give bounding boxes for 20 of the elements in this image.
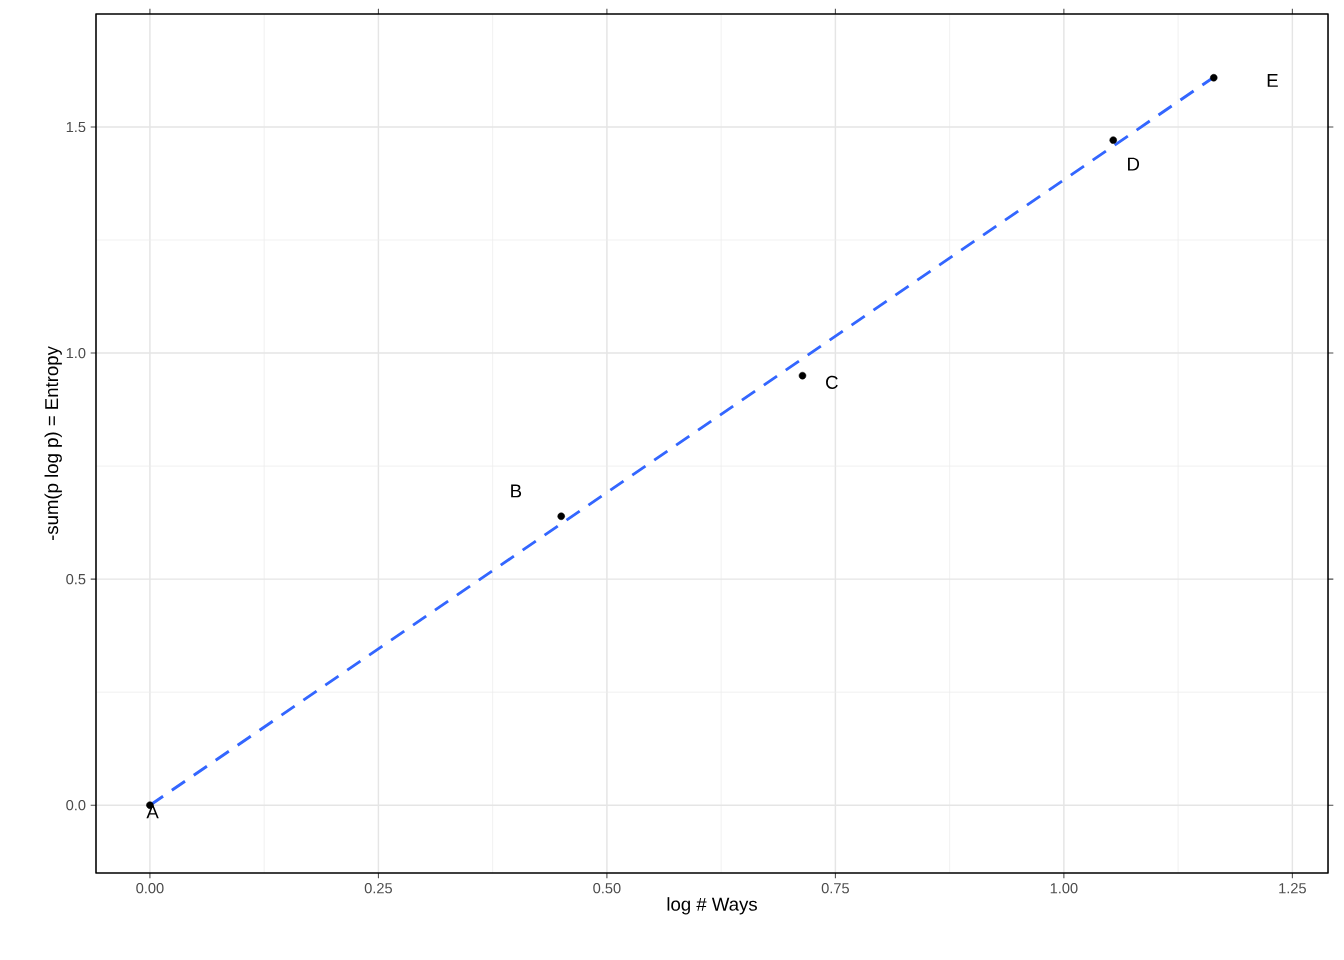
y-tick-label: 0.5 [66,573,86,585]
annotation: C [826,375,838,389]
y-axis-title: -sum(p log p) = Entropy [44,346,62,541]
point [1109,136,1117,144]
x-tick-label: 1.25 [1279,883,1306,894]
annotation: D [1128,157,1140,171]
x-tick-label: 0.25 [364,883,392,894]
annotation: E [1267,74,1278,87]
x-tick-label: 0.00 [136,883,164,894]
x-axis-title: log # Ways [667,897,757,915]
y-tick-label: 1.5 [66,121,86,133]
annotation: B [511,484,522,498]
point [798,371,807,380]
y-tick-label: 0.0 [66,800,86,811]
point [1210,74,1218,82]
x-tick-label: 1.00 [1050,883,1078,894]
x-tick-label: 0.75 [821,883,849,894]
x-tick-label: 0.50 [593,883,621,894]
point [557,512,565,521]
y-tick-label: 1.0 [66,347,86,359]
